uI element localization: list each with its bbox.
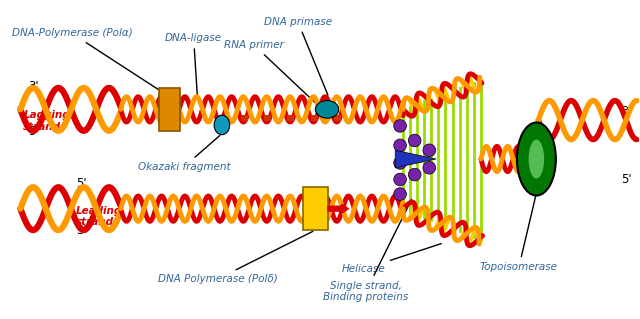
Text: RNA primer: RNA primer bbox=[224, 40, 318, 106]
Circle shape bbox=[394, 173, 406, 186]
Circle shape bbox=[394, 139, 406, 152]
Bar bbox=[334, 115, 340, 121]
Text: 3': 3' bbox=[621, 105, 632, 118]
Text: DNA-Polymerase (Polα): DNA-Polymerase (Polα) bbox=[12, 28, 164, 93]
Bar bbox=[303, 187, 328, 230]
Text: Okazaki fragment: Okazaki fragment bbox=[138, 136, 230, 172]
Text: 5': 5' bbox=[76, 177, 86, 190]
Circle shape bbox=[394, 120, 406, 132]
Ellipse shape bbox=[529, 139, 544, 179]
Text: 5': 5' bbox=[621, 173, 632, 186]
Ellipse shape bbox=[517, 122, 556, 196]
Circle shape bbox=[408, 134, 421, 147]
Bar bbox=[312, 115, 318, 121]
Text: 3': 3' bbox=[28, 80, 39, 93]
Text: Topoisomerase: Topoisomerase bbox=[480, 196, 558, 272]
Circle shape bbox=[423, 161, 436, 174]
Text: Single strand,
Binding proteins: Single strand, Binding proteins bbox=[323, 199, 412, 302]
FancyArrow shape bbox=[328, 204, 348, 213]
Circle shape bbox=[423, 144, 436, 157]
Text: DNA-ligase: DNA-ligase bbox=[165, 33, 222, 97]
Text: DNA primase: DNA primase bbox=[264, 17, 332, 95]
Circle shape bbox=[394, 157, 406, 169]
Bar bbox=[264, 115, 271, 121]
Ellipse shape bbox=[316, 100, 339, 118]
Circle shape bbox=[408, 168, 421, 181]
Bar bbox=[287, 115, 294, 121]
Circle shape bbox=[394, 188, 406, 200]
Polygon shape bbox=[396, 150, 436, 168]
Text: 5': 5' bbox=[28, 125, 39, 138]
Text: Leading
strand: Leading strand bbox=[76, 206, 122, 227]
Bar bbox=[159, 88, 180, 131]
Text: DNA Polymerase (Polδ): DNA Polymerase (Polδ) bbox=[158, 231, 313, 284]
Text: Lagging
strand: Lagging strand bbox=[23, 110, 70, 132]
Ellipse shape bbox=[214, 115, 230, 135]
Bar bbox=[241, 115, 248, 121]
Text: 3': 3' bbox=[76, 224, 86, 237]
Text: Helicase: Helicase bbox=[342, 244, 441, 274]
